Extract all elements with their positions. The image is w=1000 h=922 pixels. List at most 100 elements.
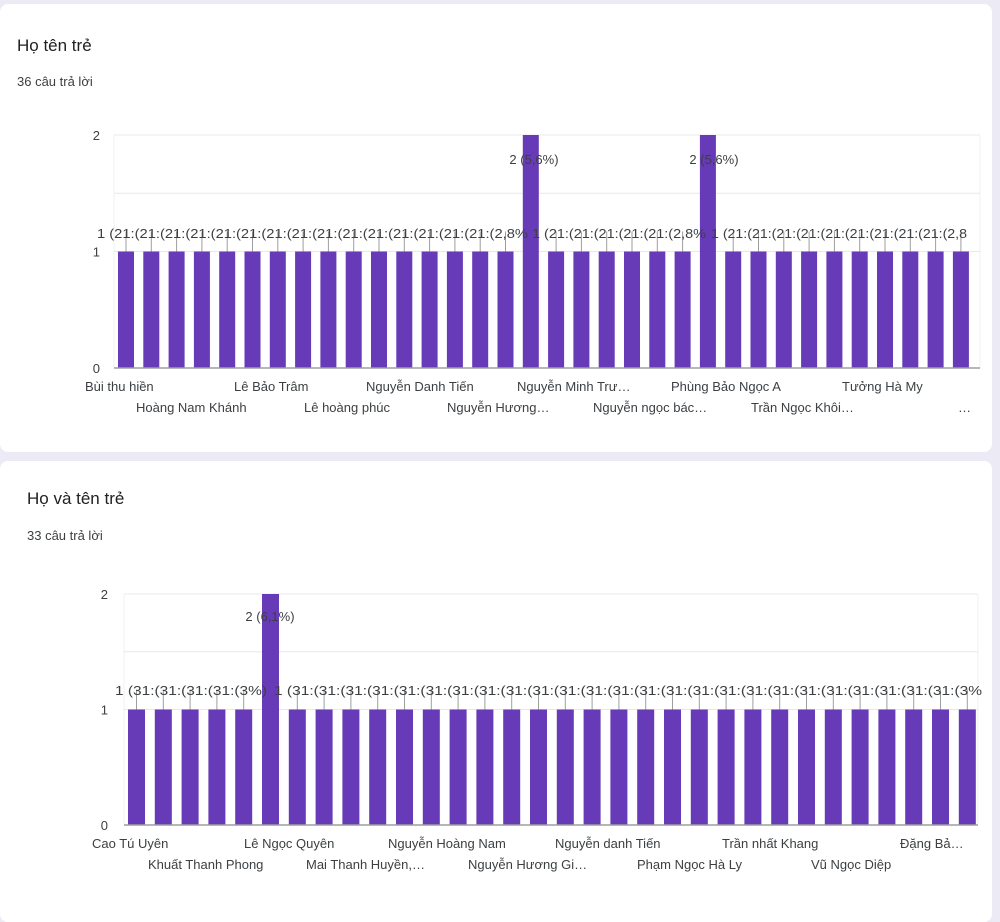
bar [826, 251, 843, 368]
bar [295, 251, 312, 368]
bar [342, 709, 360, 825]
bar [446, 251, 463, 368]
x-tick-label: Nguyễn Hương… [447, 400, 550, 415]
bar [208, 709, 226, 825]
bar [530, 709, 547, 825]
bar [699, 135, 716, 368]
bar [262, 594, 279, 825]
x-tick-label: Tưởng Hà My [842, 379, 923, 394]
bar [750, 251, 767, 368]
bar [725, 251, 742, 368]
bar [503, 709, 521, 825]
bar [244, 251, 261, 368]
bar [598, 251, 615, 368]
bar [422, 709, 440, 825]
bar [851, 709, 869, 825]
bar [396, 709, 413, 825]
x-tick-label: Trần Ngọc Khôi… [751, 400, 854, 415]
bar [193, 251, 210, 368]
bar [877, 251, 893, 368]
bar [583, 709, 601, 825]
bar [522, 135, 539, 368]
data-label-row: 1 (31:(31:(31:(31:(31:(31:(31:(31:(31:(3… [274, 684, 982, 698]
bar [269, 251, 286, 368]
bar [548, 251, 565, 368]
bar [624, 251, 640, 368]
bar [798, 709, 815, 825]
x-tick-label: Nguyễn danh Tiến [555, 836, 661, 851]
bar [878, 709, 896, 825]
x-tick-label: Nguyễn Hương Gi… [468, 857, 587, 872]
x-tick-label: Khuất Thanh Phong [148, 857, 263, 872]
data-label: 2 (5,6%) [689, 152, 738, 167]
x-tick-label: Bùi thu hiền [85, 379, 154, 394]
x-tick-label: … [958, 400, 971, 415]
bar [717, 709, 735, 825]
data-label-row: 1 (31:(31:(31:(31:(3%) [115, 684, 267, 698]
bar [320, 251, 337, 368]
bar [556, 709, 574, 825]
y-tick-label: 1 [93, 245, 100, 260]
chart-card-1: Họ tên trẻ 36 câu trả lời 0 1 2 1 (21:(21:(… [0, 4, 992, 452]
x-tick-label: Vũ Ngọc Diệp [811, 857, 891, 872]
x-tick-label: Trần nhất Khang [722, 836, 818, 851]
x-tick-label: Phạm Ngọc Hà Ly [637, 857, 743, 872]
bar [775, 251, 792, 368]
bar [927, 251, 944, 368]
data-label-row: 1 (21:(21:(21:(21:(21:(21:(21:(21:(21:(2… [97, 227, 528, 241]
x-tick-label: Nguyễn Minh Trư… [517, 379, 630, 394]
data-label-row: 1 (21:(21:(21:(21:(21:(2,8% [532, 227, 706, 241]
bar [472, 251, 489, 368]
bar [497, 251, 514, 368]
data-label: 2 (6,1%) [245, 609, 294, 624]
x-tick-label: Lê Bảo Trâm [234, 379, 308, 394]
bar [851, 251, 868, 368]
bar [181, 709, 199, 825]
x-tick-label: Lê hoàng phúc [304, 400, 391, 415]
y-tick-label: 2 [101, 587, 108, 602]
y-tick-label: 0 [101, 818, 108, 833]
bar [315, 709, 333, 825]
bar [958, 709, 976, 825]
x-tick-label: Nguyễn Danh Tiến [366, 379, 474, 394]
bar-chart-2: 0 1 2 1 (31:(31:(31:(31:(3%) 1 (31:(31:(31:(… [92, 587, 982, 872]
bar [649, 251, 666, 368]
bar [610, 709, 628, 825]
response-count: 33 câu trả lời [27, 528, 103, 543]
bar [449, 709, 467, 825]
x-tick-label: Mai Thanh Huyền,… [306, 857, 425, 872]
chart-card-2: Họ và tên trẻ 33 câu trả lời 0 1 2 1 (31:(3… [0, 461, 992, 922]
bar [369, 709, 387, 825]
bar [932, 709, 949, 825]
bar [952, 251, 969, 368]
bar [476, 709, 494, 825]
bar [143, 251, 160, 368]
bar-chart-1: 0 1 2 1 (21:(21:(21:(21:(21:(21:(21:(21:(21… [85, 128, 981, 415]
y-tick-label: 2 [93, 128, 100, 143]
bar [573, 251, 590, 368]
bar [905, 709, 923, 825]
bar [288, 709, 306, 825]
card-title: Họ tên trẻ [17, 36, 92, 55]
x-tick-label: Cao Tú Uyên [92, 836, 168, 851]
data-label: 2 (5,6%) [509, 152, 558, 167]
y-tick-label: 0 [93, 361, 100, 376]
bar [744, 709, 762, 825]
bar [128, 709, 145, 825]
bar [235, 709, 253, 825]
bar [902, 251, 919, 368]
bar [421, 251, 438, 368]
bar [371, 251, 387, 368]
y-tick-label: 1 [101, 703, 108, 718]
x-tick-label: Hoàng Nam Khánh [136, 400, 247, 415]
bar [690, 709, 708, 825]
card-title: Họ và tên trẻ [27, 489, 125, 508]
x-tick-label: Nguyễn ngọc bác… [593, 400, 707, 415]
bar [771, 709, 789, 825]
bar [118, 251, 134, 368]
bar [219, 251, 236, 368]
bar [801, 251, 818, 368]
data-label-row: 1 (21:(21:(21:(21:(21:(21:(21:(21:(21:(2… [711, 227, 967, 241]
bar [637, 709, 655, 825]
bar [674, 251, 691, 368]
